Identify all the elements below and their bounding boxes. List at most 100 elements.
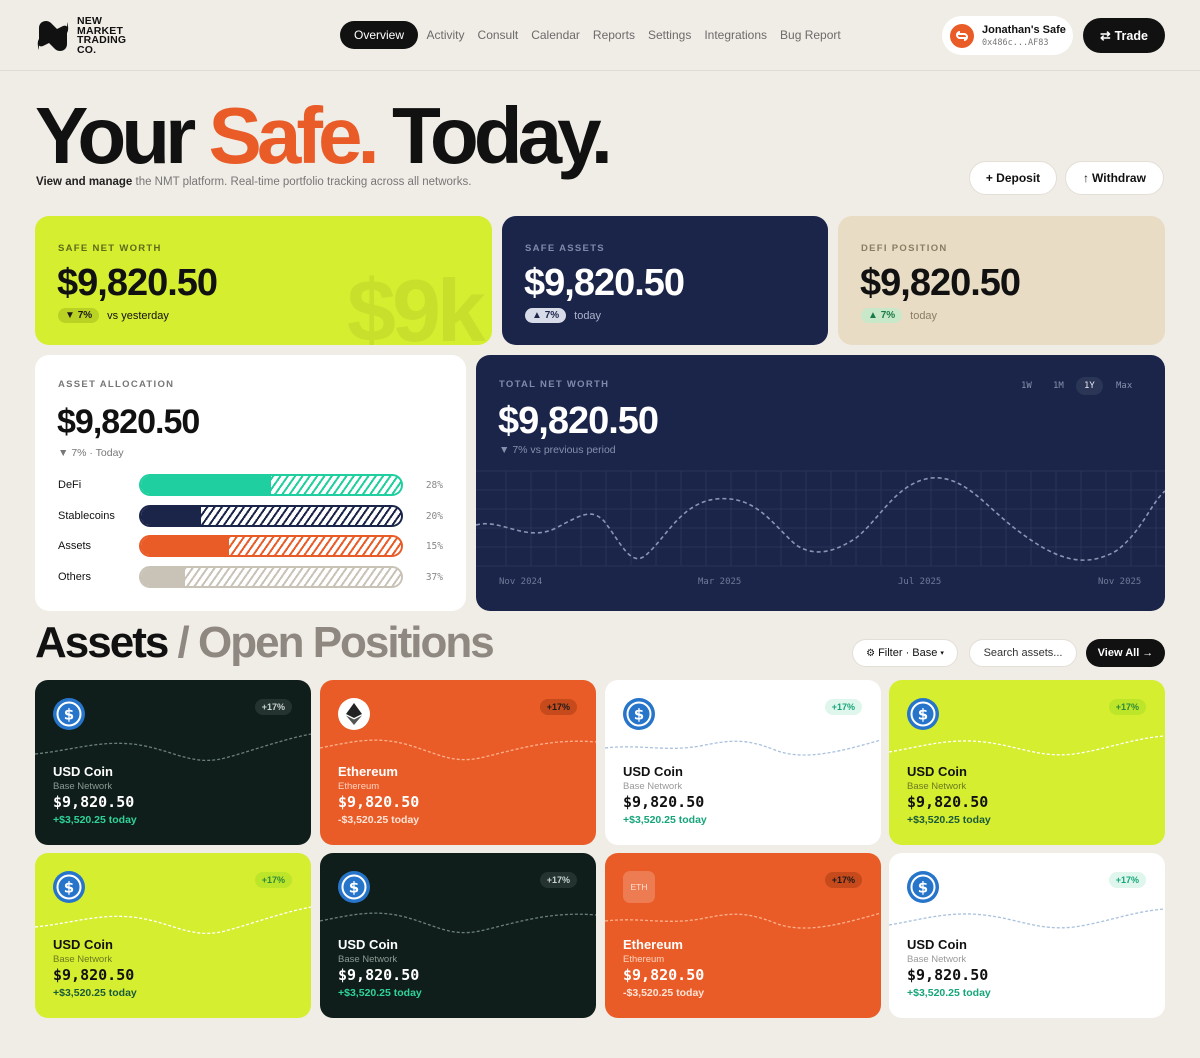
arrow-down-icon: ▼ xyxy=(65,310,75,321)
stat-label: DEFI POSITION xyxy=(861,243,948,254)
allocation-pct: 15% xyxy=(425,540,443,552)
allocation-bar-fill xyxy=(141,476,271,494)
logo-line: TRADING xyxy=(77,34,127,47)
asset-card[interactable]: ETH +17% Ethereum Ethereum $9,820.50 -$3,520.… xyxy=(605,853,881,1018)
title-part: Today. xyxy=(391,91,613,180)
asset-card[interactable]: $ +17% USD Coin Base Network $9,820.50 +$3,52… xyxy=(889,853,1165,1018)
svg-text:$: $ xyxy=(64,706,74,724)
nav-settings[interactable]: Settings xyxy=(647,28,692,42)
nav-integrations[interactable]: Integrations xyxy=(704,28,768,42)
allocation-row: DeFi 28% xyxy=(58,474,443,496)
asset-network: Ethereum xyxy=(338,781,380,792)
x-label: Nov 2024 xyxy=(499,577,543,587)
chip-value: 7% xyxy=(880,310,896,321)
usdc-coin-icon: $ xyxy=(623,698,655,730)
change-badge: +17% xyxy=(254,872,292,888)
arrow-up-icon: ↑ xyxy=(1083,171,1090,185)
subtitle-bold: View and manage xyxy=(36,176,133,188)
allocation-name: Assets xyxy=(58,540,92,552)
trade-button[interactable]: ⇄ Trade xyxy=(1083,18,1165,53)
withdraw-button[interactable]: ↑ Withdraw xyxy=(1065,161,1164,195)
change-badge: +17% xyxy=(539,699,577,715)
usdc-coin-icon: $ xyxy=(53,698,85,730)
asset-delta: +$3,520.25 today xyxy=(338,987,422,999)
search-input[interactable]: Search assets... xyxy=(969,639,1077,667)
range-1w[interactable]: 1W xyxy=(1021,381,1032,391)
allocation-value: $9,820.50 xyxy=(57,403,200,441)
nav-reports[interactable]: Reports xyxy=(592,28,635,42)
asset-value: $9,820.50 xyxy=(907,966,989,984)
nav-overview[interactable]: Overview xyxy=(340,21,419,49)
allocation-label: ASSET ALLOCATION xyxy=(58,379,175,390)
caret-down-icon: ▾ xyxy=(940,650,944,657)
safe-avatar xyxy=(950,23,974,48)
change-badge: +17% xyxy=(539,872,577,888)
asset-delta: +$3,520.25 today xyxy=(907,987,991,999)
allocation-pct: 20% xyxy=(425,510,443,522)
networth-value: $9,820.50 xyxy=(498,400,659,442)
change-badge: +17% xyxy=(824,872,862,888)
asset-card[interactable]: $ +17% USD Coin Base Network $9,820.50 +$3,52… xyxy=(35,680,311,845)
stat-value: $9,820.50 xyxy=(524,262,685,304)
asset-delta: +$3,520.25 today xyxy=(53,987,137,999)
brand-logo[interactable]: NEW MARKET TRADING CO. xyxy=(35,16,137,56)
nav-bug-report[interactable]: Bug Report xyxy=(780,28,841,42)
allocation-pct: 37% xyxy=(425,571,443,583)
asset-card[interactable]: $ +17% USD Coin Base Network $9,820.50 +$3,52… xyxy=(320,853,596,1018)
change-chip: ▲ 7% xyxy=(525,308,567,323)
range-1y[interactable]: 1Y xyxy=(1076,377,1103,395)
total-net-worth-card: TOTAL NET WORTH $9,820.50 ▼ 7% vs previo… xyxy=(476,355,1165,611)
allocation-row: Others 37% xyxy=(58,566,443,588)
filter-button[interactable]: ⚙ Filter · Base ▾ xyxy=(852,639,958,667)
nav-calendar[interactable]: Calendar xyxy=(531,28,580,42)
asset-name: Ethereum xyxy=(623,937,683,952)
safe-icon xyxy=(956,30,968,41)
stat-foot: ▼ 7% vs yesterday xyxy=(58,308,169,323)
usdc-coin-icon: $ xyxy=(907,698,939,730)
range-max[interactable]: Max xyxy=(1116,381,1133,391)
asset-delta: -$3,520.25 today xyxy=(623,987,705,999)
stat-foot-text: today xyxy=(574,309,602,322)
page-title: Your Safe. Today. xyxy=(35,91,613,180)
x-label: Mar 2025 xyxy=(698,577,742,587)
deposit-button[interactable]: + Deposit xyxy=(969,161,1057,195)
allocation-bar xyxy=(139,566,403,588)
sparkline xyxy=(35,733,311,762)
asset-allocation-card: ASSET ALLOCATION $9,820.50 ▼ 7% · Today … xyxy=(35,355,466,611)
svg-text:$: $ xyxy=(634,706,644,724)
withdraw-label: Withdraw xyxy=(1092,171,1146,185)
stat-label: SAFE NET WORTH xyxy=(58,243,162,254)
nav-activity[interactable]: Activity xyxy=(426,28,465,42)
change-badge: +17% xyxy=(254,699,292,715)
asset-name: USD Coin xyxy=(623,764,683,779)
asset-card[interactable]: $ +17% USD Coin Base Network $9,820.50 +$3,52… xyxy=(605,680,881,845)
stat-foot: ▲ 7% today xyxy=(861,308,937,323)
asset-name: USD Coin xyxy=(907,937,967,952)
asset-card[interactable]: $ +17% USD Coin Base Network $9,820.50 +$3,52… xyxy=(889,680,1165,845)
safe-selector[interactable]: Jonathan's Safe 0x486c...AF83 xyxy=(942,16,1073,55)
asset-delta: +$3,520.25 today xyxy=(907,814,991,826)
safe-assets-card: SAFE ASSETS $9,820.50 ▲ 7% today xyxy=(502,216,828,345)
allocation-bar xyxy=(139,535,403,557)
title-part: Your xyxy=(35,91,196,180)
stat-foot-text: vs yesterday xyxy=(107,309,169,322)
top-header: NEW MARKET TRADING CO. Overview Activity… xyxy=(0,0,1200,71)
asset-delta: +$3,520.25 today xyxy=(623,814,707,826)
allocation-row: Assets 15% xyxy=(58,535,443,557)
asset-delta: -$3,520.25 today xyxy=(338,814,420,826)
trade-label: Trade xyxy=(1114,28,1148,43)
nav-consult[interactable]: Consult xyxy=(477,28,519,42)
filter-label: Filter · Base xyxy=(878,647,938,659)
arrow-up-icon: ▲ xyxy=(868,310,878,321)
asset-card[interactable]: +17% Ethereum Ethereum $9,820.50 -$3,520.25 … xyxy=(320,680,596,845)
asset-network: Base Network xyxy=(338,954,398,965)
assets-title-sep: / xyxy=(177,618,190,667)
logo-line: CO. xyxy=(77,43,97,56)
chart-grid xyxy=(476,470,1165,567)
asset-card[interactable]: $ +17% USD Coin Base Network $9,820.50 +$3,52… xyxy=(35,853,311,1018)
asset-network: Base Network xyxy=(907,954,967,965)
safe-name: Jonathan's Safe xyxy=(982,23,1066,36)
assets-title-main: Assets xyxy=(35,618,169,667)
view-all-button[interactable]: View All → xyxy=(1086,639,1165,667)
range-1m[interactable]: 1M xyxy=(1053,381,1064,391)
